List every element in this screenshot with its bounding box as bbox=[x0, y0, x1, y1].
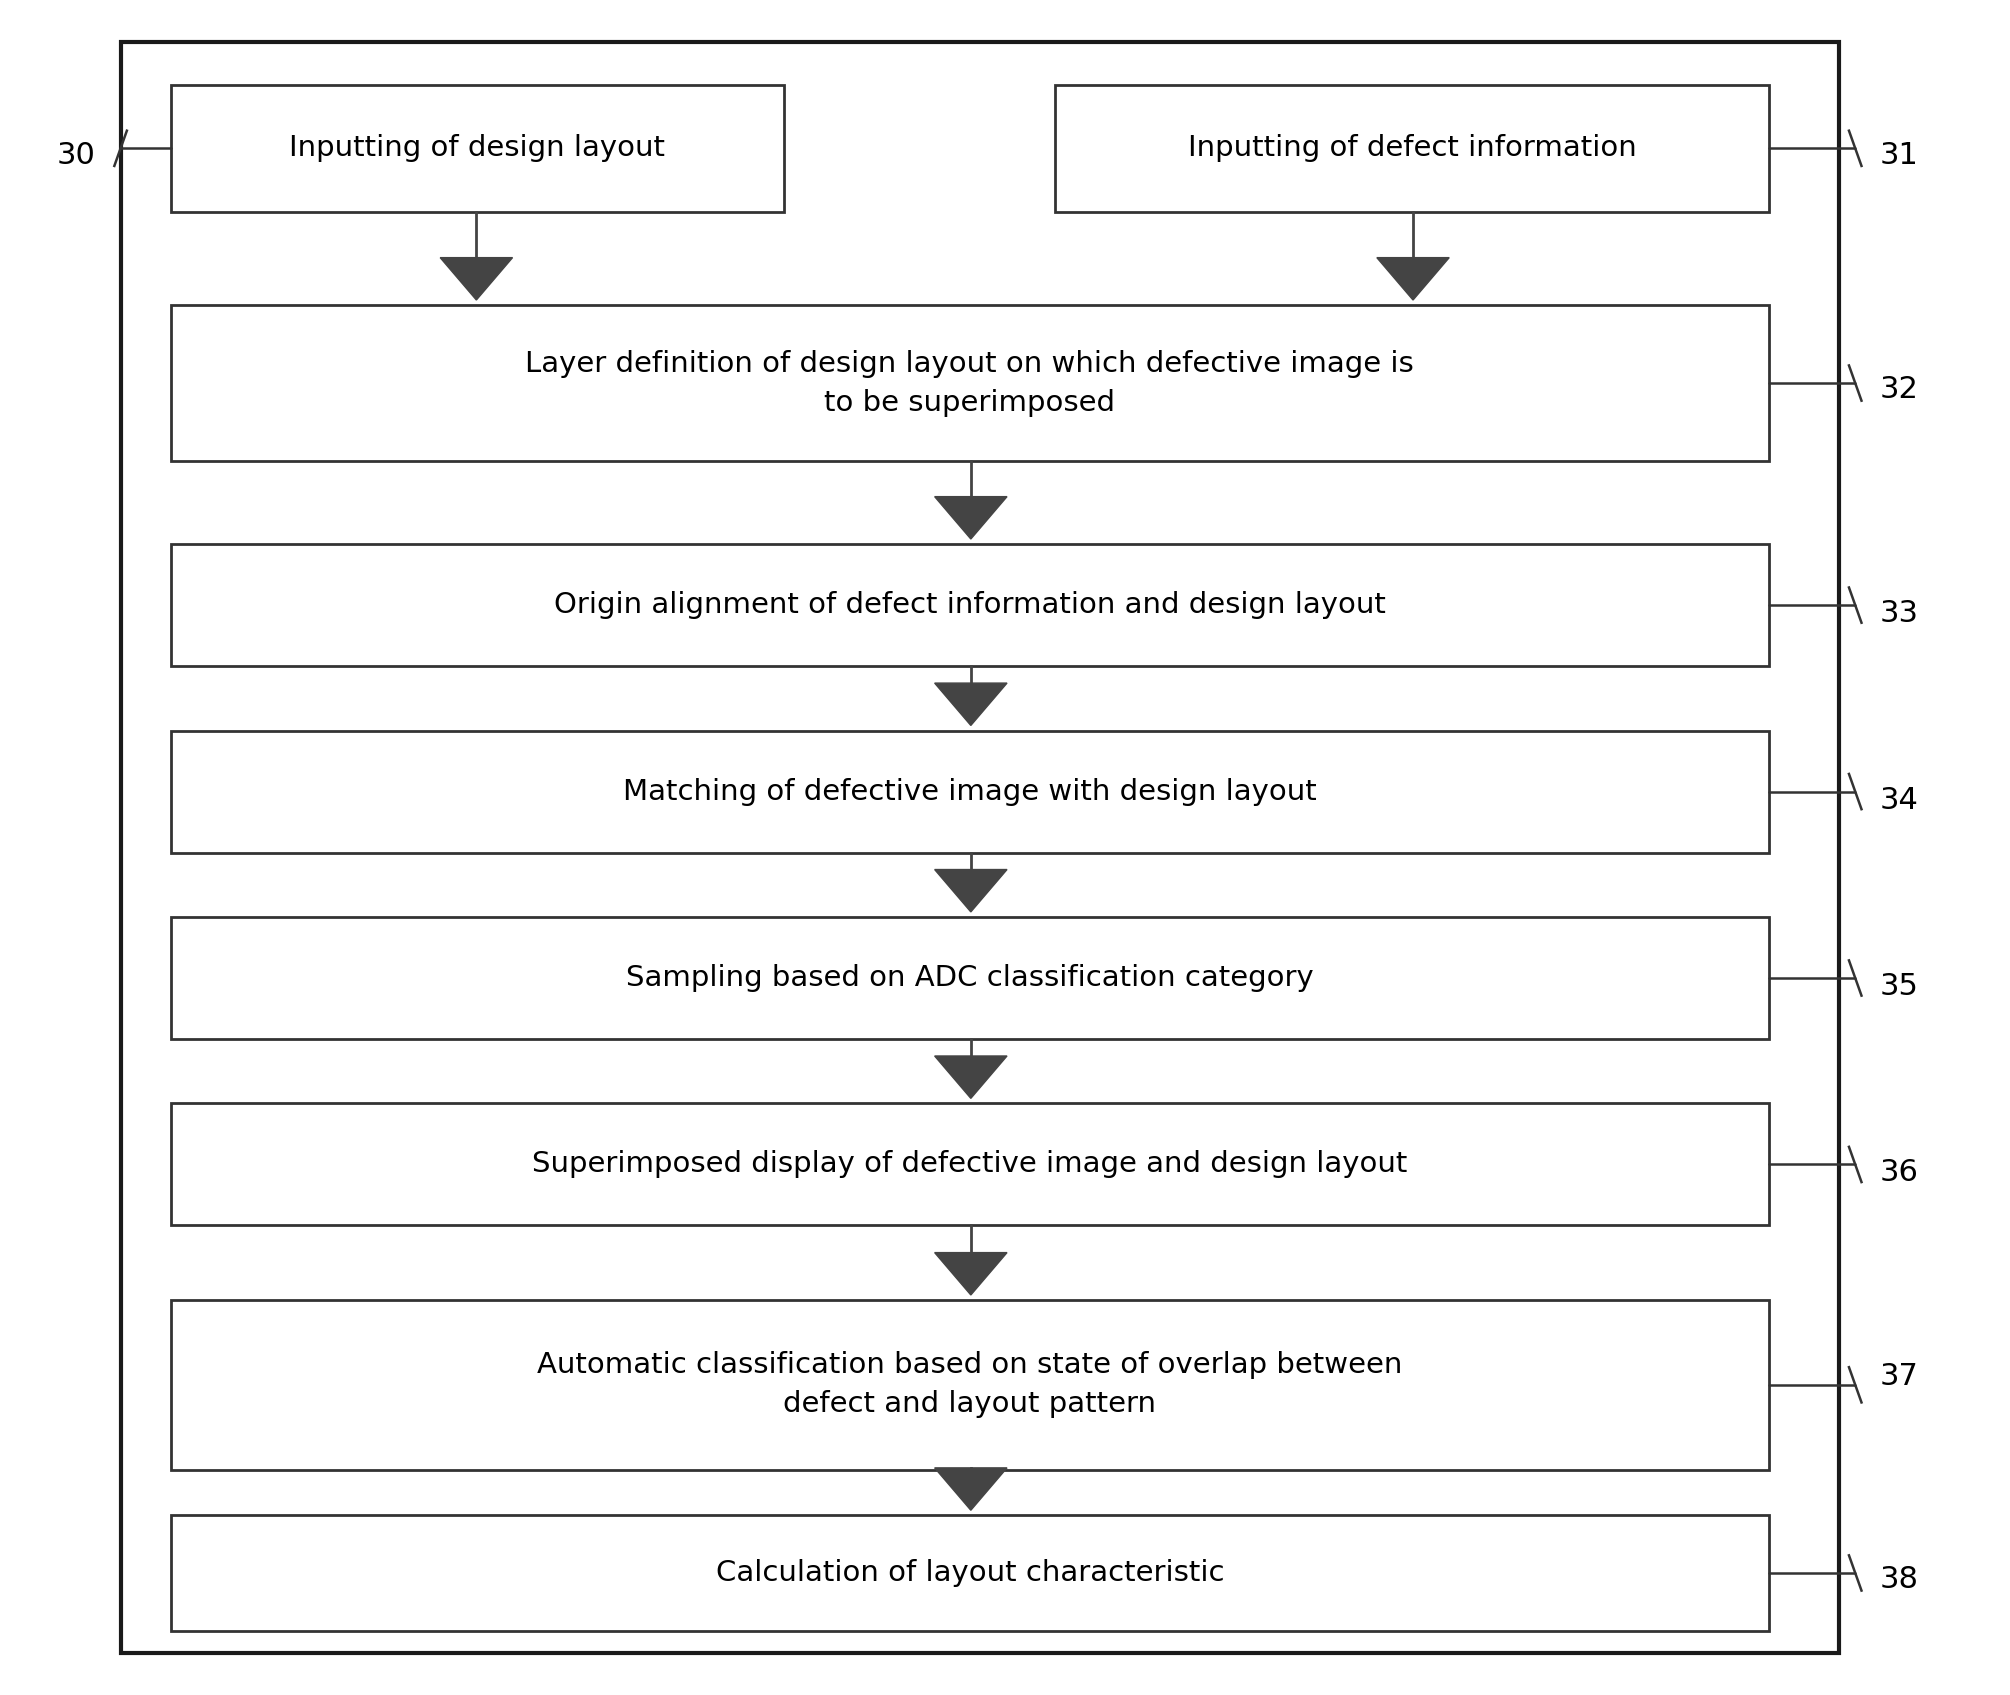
Text: Layer definition of design layout on which defective image is
to be superimposed: Layer definition of design layout on whi… bbox=[525, 349, 1415, 417]
Bar bbox=[171, 917, 1769, 1039]
Bar bbox=[171, 85, 784, 212]
Text: Inputting of defect information: Inputting of defect information bbox=[1188, 134, 1636, 163]
Text: Sampling based on ADC classification category: Sampling based on ADC classification cat… bbox=[625, 964, 1315, 992]
Text: 30: 30 bbox=[56, 141, 96, 171]
Text: Superimposed display of defective image and design layout: Superimposed display of defective image … bbox=[533, 1151, 1407, 1178]
Bar bbox=[171, 305, 1769, 461]
Polygon shape bbox=[935, 683, 1007, 725]
Text: 33: 33 bbox=[1879, 598, 1920, 629]
Bar bbox=[171, 731, 1769, 853]
Text: 31: 31 bbox=[1879, 141, 1920, 171]
Text: 38: 38 bbox=[1879, 1564, 1920, 1595]
Polygon shape bbox=[1377, 258, 1449, 300]
Bar bbox=[171, 1300, 1769, 1470]
Bar bbox=[1055, 85, 1769, 212]
Text: Origin alignment of defect information and design layout: Origin alignment of defect information a… bbox=[555, 592, 1385, 619]
Text: Matching of defective image with design layout: Matching of defective image with design … bbox=[623, 778, 1317, 805]
Polygon shape bbox=[935, 870, 1007, 912]
Text: 35: 35 bbox=[1879, 971, 1920, 1002]
Polygon shape bbox=[935, 1056, 1007, 1098]
Text: 34: 34 bbox=[1879, 785, 1920, 815]
Text: Inputting of design layout: Inputting of design layout bbox=[289, 134, 665, 163]
Text: 32: 32 bbox=[1879, 375, 1920, 405]
Bar bbox=[171, 1515, 1769, 1631]
Text: 36: 36 bbox=[1879, 1158, 1920, 1188]
Polygon shape bbox=[935, 1253, 1007, 1295]
Polygon shape bbox=[935, 1468, 1007, 1510]
Text: 37: 37 bbox=[1879, 1361, 1920, 1392]
Bar bbox=[171, 1103, 1769, 1225]
Text: Calculation of layout characteristic: Calculation of layout characteristic bbox=[716, 1559, 1224, 1587]
Polygon shape bbox=[440, 258, 513, 300]
Text: Automatic classification based on state of overlap between
defect and layout pat: Automatic classification based on state … bbox=[537, 1351, 1403, 1419]
Bar bbox=[171, 544, 1769, 666]
Bar bbox=[121, 42, 1839, 1653]
Polygon shape bbox=[935, 497, 1007, 539]
